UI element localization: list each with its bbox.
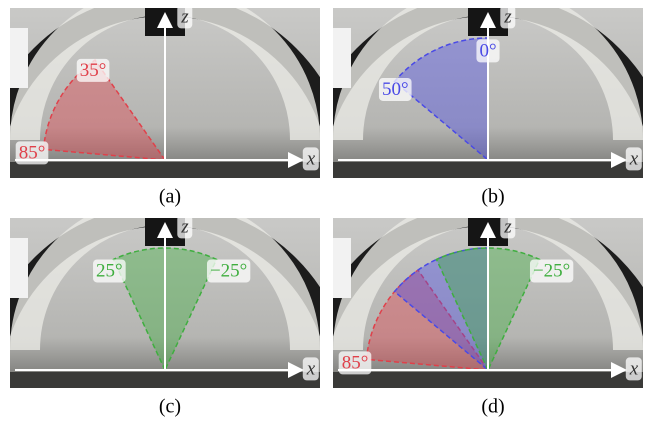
figure: x z 35° 85° (a) x z 0° 50° (b) x z 25° −25° (c) x z −25° 8…: [0, 0, 653, 422]
angle-label: −25°: [210, 260, 247, 281]
photo: [0, 0, 340, 180]
panel: x z −25° 85° (d): [313, 210, 653, 418]
caption: (b): [481, 186, 504, 208]
z-axis-label: z: [180, 6, 189, 27]
x-axis-label: x: [629, 148, 639, 169]
bench: [10, 162, 320, 180]
angle-label: 85°: [342, 352, 369, 373]
photo: [0, 210, 340, 390]
angle-label: 85°: [19, 142, 46, 163]
window: [333, 238, 351, 298]
angle-label: 35°: [80, 60, 107, 81]
photo: [313, 0, 653, 180]
caption: (d): [481, 396, 504, 418]
window: [333, 28, 351, 88]
z-axis-label: z: [503, 216, 512, 237]
angle-label: 50°: [382, 79, 409, 100]
caption: (a): [159, 186, 181, 208]
x-axis-label: x: [629, 358, 639, 379]
caption: (c): [159, 396, 181, 418]
bench: [10, 372, 320, 390]
bench: [333, 372, 643, 390]
z-axis-label: z: [180, 216, 189, 237]
angle-label: 25°: [96, 260, 123, 281]
bench: [333, 162, 643, 180]
window: [10, 238, 28, 298]
x-axis-label: x: [306, 358, 316, 379]
panel: x z 0° 50° (b): [313, 0, 653, 208]
x-axis-label: x: [306, 148, 316, 169]
angle-label: 0°: [479, 40, 496, 61]
panel: x z 35° 85° (a): [0, 0, 340, 208]
z-axis-label: z: [503, 6, 512, 27]
panel: x z 25° −25° (c): [0, 210, 340, 418]
angle-label: −25°: [533, 260, 570, 281]
window: [10, 28, 28, 88]
